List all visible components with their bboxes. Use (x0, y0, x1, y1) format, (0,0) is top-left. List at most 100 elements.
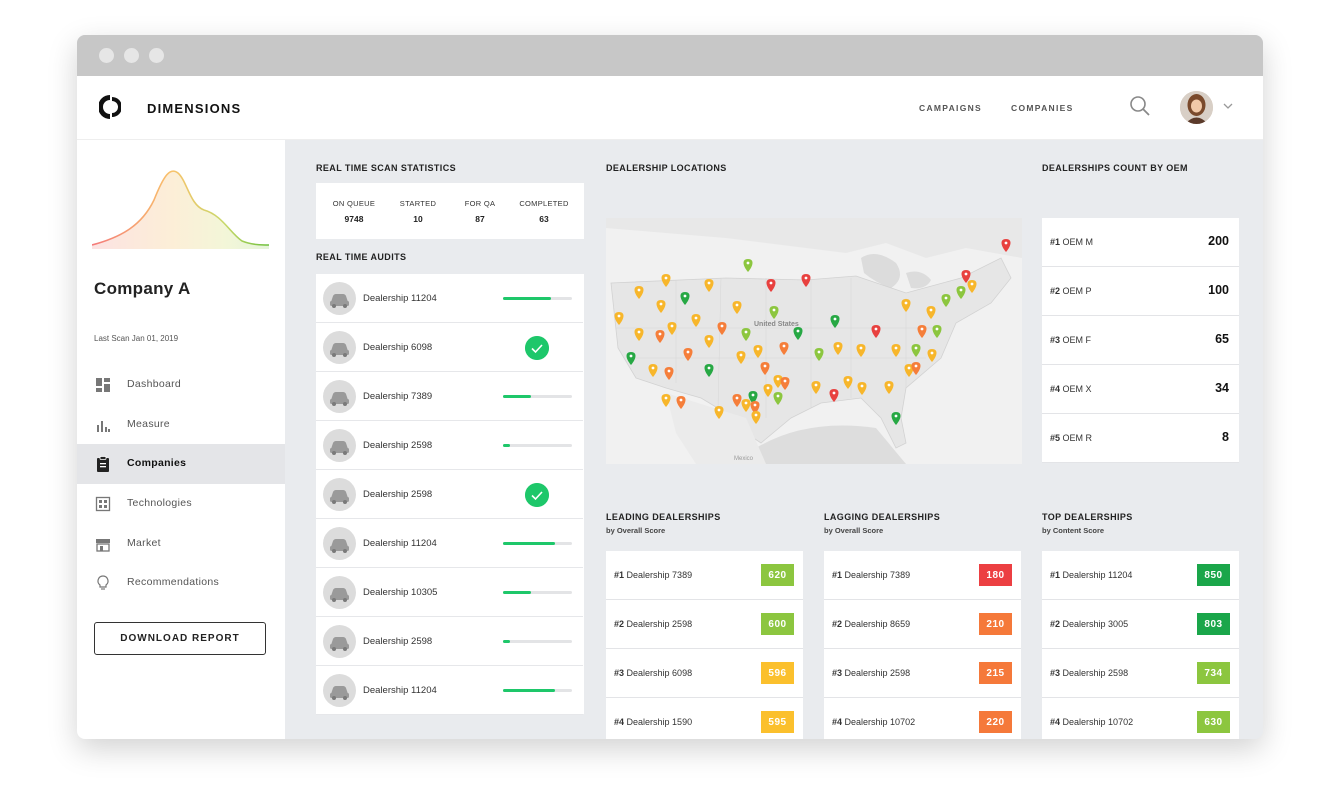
map-pin-icon[interactable] (760, 362, 770, 375)
audit-row[interactable]: Dealership 2598 (316, 421, 583, 470)
top-dealership-row[interactable]: #4 Dealership 10702 630 (1042, 698, 1239, 739)
top-dealership-row[interactable]: #1 Dealership 11204 850 (1042, 551, 1239, 600)
lagging-dealership-row[interactable]: #1 Dealership 7389 180 (824, 551, 1021, 600)
nav-campaigns-link[interactable]: CAMPAIGNS (919, 103, 983, 113)
map-pin-icon[interactable] (967, 280, 977, 293)
audit-row[interactable]: Dealership 6098 (316, 323, 583, 372)
map-pin-icon[interactable] (626, 352, 636, 365)
nav-companies-link[interactable]: COMPANIES (1011, 103, 1074, 113)
audit-row[interactable]: Dealership 2598 (316, 617, 583, 666)
map-pin-icon[interactable] (829, 389, 839, 402)
audit-row[interactable]: Dealership 2598 (316, 470, 583, 519)
top-dealership-row[interactable]: #3 Dealership 2598 734 (1042, 649, 1239, 698)
leading-dealership-row[interactable]: #1 Dealership 7389 620 (606, 551, 803, 600)
map-pin-icon[interactable] (901, 299, 911, 312)
window-maximize-button[interactable] (149, 48, 164, 63)
map-pin-icon[interactable] (634, 328, 644, 341)
audit-row[interactable]: Dealership 11204 (316, 274, 583, 323)
lagging-dealership-row[interactable]: #2 Dealership 8659 210 (824, 600, 1021, 649)
leading-dealership-row[interactable]: #3 Dealership 6098 596 (606, 649, 803, 698)
map-pin-icon[interactable] (856, 344, 866, 357)
map-pin-icon[interactable] (714, 406, 724, 419)
map-pin-icon[interactable] (843, 376, 853, 389)
map-pin-icon[interactable] (691, 314, 701, 327)
map-pin-icon[interactable] (741, 399, 751, 412)
map-pin-icon[interactable] (814, 348, 824, 361)
map-pin-icon[interactable] (773, 375, 783, 388)
window-minimize-button[interactable] (124, 48, 139, 63)
oem-row[interactable]: #3 OEM F 65 (1042, 316, 1239, 365)
sidebar-item-measure[interactable]: Measure (77, 405, 285, 445)
map-pin-icon[interactable] (655, 330, 665, 343)
map-pin-icon[interactable] (704, 335, 714, 348)
map-pin-icon[interactable] (751, 411, 761, 424)
map-pin-icon[interactable] (750, 401, 760, 414)
map-pin-icon[interactable] (926, 306, 936, 319)
map-pin-icon[interactable] (704, 279, 714, 292)
map-pin-icon[interactable] (741, 328, 751, 341)
map-pin-icon[interactable] (932, 325, 942, 338)
oem-row[interactable]: #2 OEM P 100 (1042, 267, 1239, 316)
audit-row[interactable]: Dealership 7389 (316, 372, 583, 421)
map-pin-icon[interactable] (717, 322, 727, 335)
map-pin-icon[interactable] (961, 270, 971, 283)
map-pin-icon[interactable] (614, 312, 624, 325)
sidebar-item-recommendations[interactable]: Recommendations (77, 563, 285, 603)
map-pin-icon[interactable] (680, 292, 690, 305)
search-icon[interactable] (1128, 94, 1152, 118)
map-pin-icon[interactable] (634, 286, 644, 299)
lagging-dealership-row[interactable]: #4 Dealership 10702 220 (824, 698, 1021, 739)
audit-row[interactable]: Dealership 11204 (316, 519, 583, 568)
map-pin-icon[interactable] (743, 259, 753, 272)
map-pin-icon[interactable] (830, 315, 840, 328)
map-pin-icon[interactable] (1001, 239, 1011, 252)
map-pin-icon[interactable] (941, 294, 951, 307)
map-pin-icon[interactable] (676, 396, 686, 409)
map-pin-icon[interactable] (661, 394, 671, 407)
map-pin-icon[interactable] (779, 342, 789, 355)
map-pin-icon[interactable] (773, 392, 783, 405)
map-pin-icon[interactable] (801, 274, 811, 287)
map-pin-icon[interactable] (732, 301, 742, 314)
sidebar-item-companies[interactable]: Companies (77, 444, 285, 484)
map-pin-icon[interactable] (793, 327, 803, 340)
sidebar-item-technologies[interactable]: Technologies (77, 484, 285, 524)
audit-row[interactable]: Dealership 10305 (316, 568, 583, 617)
map-pin-icon[interactable] (857, 382, 867, 395)
map-pin-icon[interactable] (769, 306, 779, 319)
leading-dealership-row[interactable]: #4 Dealership 1590 595 (606, 698, 803, 739)
download-report-button[interactable]: DOWNLOAD REPORT (94, 622, 266, 655)
user-avatar[interactable] (1180, 91, 1213, 124)
sidebar-item-market[interactable]: Market (77, 524, 285, 564)
map-pin-icon[interactable] (661, 274, 671, 287)
map-pin-icon[interactable] (911, 362, 921, 375)
map-pin-icon[interactable] (753, 345, 763, 358)
lagging-dealership-row[interactable]: #3 Dealership 2598 215 (824, 649, 1021, 698)
window-close-button[interactable] (99, 48, 114, 63)
map-pin-icon[interactable] (871, 325, 881, 338)
sidebar-item-dashboard[interactable]: Dashboard (77, 365, 285, 405)
map-pin-icon[interactable] (748, 391, 758, 404)
map-pin-icon[interactable] (683, 348, 693, 361)
oem-row[interactable]: #5 OEM R 8 (1042, 414, 1239, 463)
map-pin-icon[interactable] (648, 364, 658, 377)
map-pin-icon[interactable] (811, 381, 821, 394)
audit-row[interactable]: Dealership 11204 (316, 666, 583, 715)
map-pin-icon[interactable] (704, 364, 714, 377)
map-pin-icon[interactable] (904, 364, 914, 377)
map-pin-icon[interactable] (833, 342, 843, 355)
map-pin-icon[interactable] (891, 412, 901, 425)
dealership-map[interactable]: United States Mexico (606, 218, 1022, 464)
map-pin-icon[interactable] (667, 322, 677, 335)
top-dealership-row[interactable]: #2 Dealership 3005 803 (1042, 600, 1239, 649)
map-pin-icon[interactable] (763, 384, 773, 397)
map-pin-icon[interactable] (956, 286, 966, 299)
chevron-down-icon[interactable] (1222, 100, 1234, 112)
map-pin-icon[interactable] (917, 325, 927, 338)
map-pin-icon[interactable] (656, 300, 666, 313)
map-pin-icon[interactable] (911, 344, 921, 357)
oem-row[interactable]: #1 OEM M 200 (1042, 218, 1239, 267)
leading-dealership-row[interactable]: #2 Dealership 2598 600 (606, 600, 803, 649)
map-pin-icon[interactable] (780, 377, 790, 390)
map-pin-icon[interactable] (891, 344, 901, 357)
